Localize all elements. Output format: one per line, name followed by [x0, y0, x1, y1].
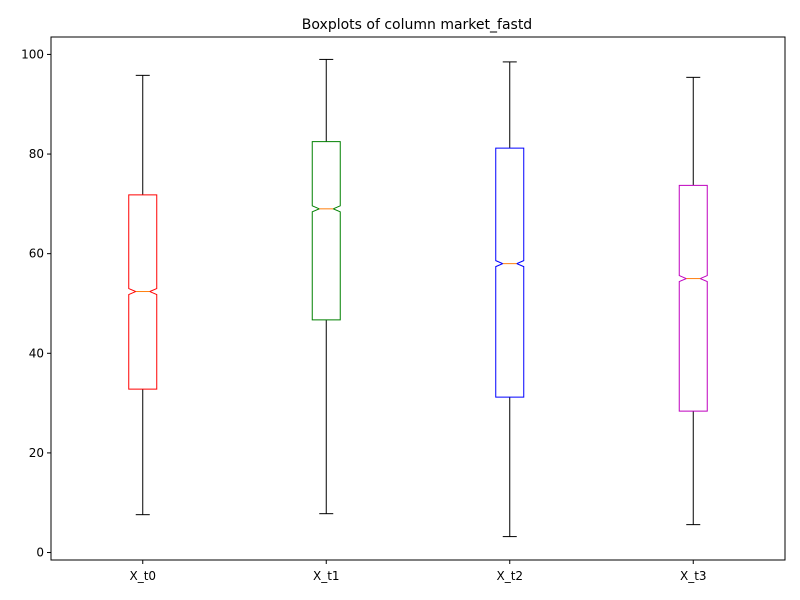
- y-tick-label: 100: [21, 47, 44, 61]
- box-X_t1: [311, 141, 341, 321]
- y-tick-label: 60: [29, 247, 44, 261]
- y-tick-label: 20: [29, 446, 44, 460]
- y-tick-label: 40: [29, 346, 44, 360]
- x-tick-label: X_t0: [129, 569, 156, 583]
- y-tick-label: 80: [29, 147, 44, 161]
- chart-title: Boxplots of column market_fastd: [302, 17, 532, 33]
- plot-area-frame: [50, 36, 786, 561]
- box-X_t0: [128, 194, 158, 390]
- x-tick-label: X_t3: [680, 569, 707, 583]
- x-tick-label: X_t2: [496, 569, 523, 583]
- box-X_t3: [678, 184, 708, 412]
- y-tick-label: 0: [36, 546, 44, 560]
- box-X_t2: [495, 147, 525, 398]
- x-tick-label: X_t1: [313, 569, 340, 583]
